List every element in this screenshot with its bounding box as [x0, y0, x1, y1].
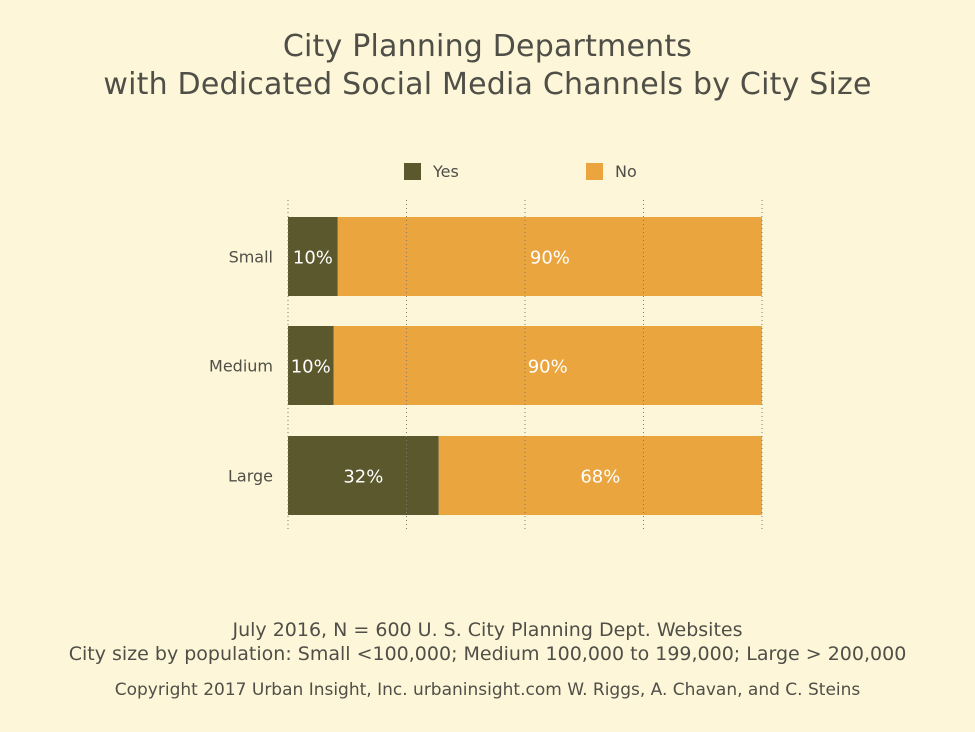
footer-source-note: July 2016, N = 600 U. S. City Planning D…	[232, 619, 743, 641]
data-label-medium-no: 90%	[528, 357, 568, 378]
legend-swatch-yes	[404, 163, 421, 180]
legend-label-no: No	[615, 162, 637, 181]
data-label-large-yes: 32%	[343, 467, 383, 488]
category-label-medium: Medium	[209, 357, 273, 376]
bar-small-no	[337, 217, 762, 296]
data-label-small-no: 90%	[530, 248, 570, 269]
bar-large-yes	[288, 436, 439, 515]
chart-subtitle: with Dedicated Social Media Channels by …	[103, 67, 872, 102]
legend-label-yes: Yes	[432, 162, 459, 181]
data-label-medium-yes: 10%	[291, 357, 331, 378]
bar-small-yes	[288, 217, 338, 296]
category-label-small: Small	[229, 248, 273, 267]
legend-swatch-no	[586, 163, 603, 180]
footer-size-definition: City size by population: Small <100,000;…	[68, 643, 907, 665]
chart-title-block: City Planning Departments with Dedicated…	[0, 28, 975, 104]
category-label-large: Large	[228, 467, 273, 486]
chart-title: City Planning Departments	[282, 29, 693, 64]
bar-large-no	[438, 436, 762, 515]
bar-medium-yes	[288, 326, 334, 405]
footer-copyright: Copyright 2017 Urban Insight, Inc. urban…	[114, 680, 861, 700]
data-label-large-no: 68%	[580, 467, 620, 488]
bar-medium-no	[333, 326, 762, 405]
data-label-small-yes: 10%	[293, 248, 333, 269]
